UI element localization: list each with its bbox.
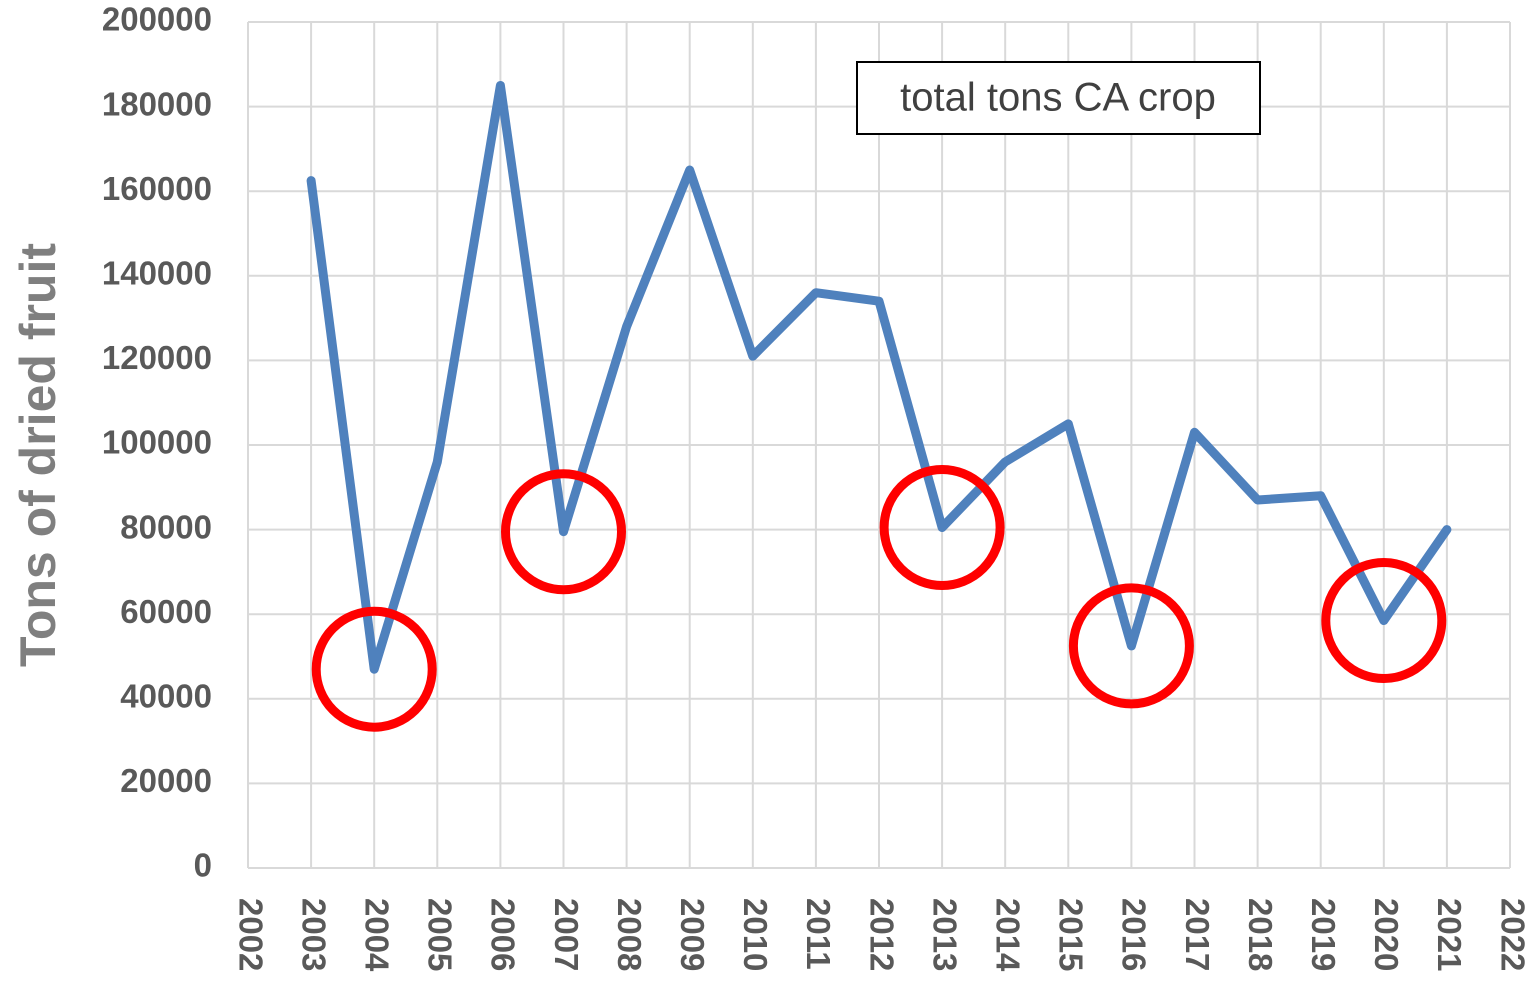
y-tick-label: 20000: [120, 762, 212, 799]
x-tick-label: 2012: [863, 898, 900, 971]
x-tick-label: 2009: [674, 898, 711, 971]
x-tick-label: 2020: [1368, 898, 1405, 971]
y-tick-label: 80000: [120, 508, 212, 545]
y-tick-label: 100000: [102, 424, 212, 461]
plot-area: 0 20000 40000 60000 80000 100000 120000 140000 1…: [102, 1, 1528, 972]
y-tick-label: 60000: [120, 593, 212, 630]
x-tick-label: 2011: [800, 898, 837, 970]
x-tick-label: 2004: [358, 898, 395, 972]
annotation: total tons CA crop: [900, 76, 1216, 120]
x-tick-label: 2005: [422, 898, 459, 971]
x-tick-label: 2002: [232, 898, 269, 971]
x-tick-label: 2014: [989, 898, 1026, 972]
y-tick-label: 40000: [120, 678, 212, 715]
data-line: [306, 80, 1452, 674]
x-tick-label: 2019: [1305, 898, 1342, 971]
y-axis-label: Tons of dried fruit: [10, 243, 66, 667]
highlight-circle: [311, 606, 437, 732]
annotation-box: [856, 61, 1261, 135]
x-tick-label: 2017: [1179, 898, 1216, 971]
y-tick-label: 120000: [102, 339, 212, 376]
x-tick-label: 2013: [926, 898, 963, 971]
y-tick-label: 180000: [102, 85, 212, 122]
highlight-circle: [1321, 558, 1447, 684]
y-tick-label: 200000: [102, 1, 212, 38]
x-tick-label: 2021: [1431, 898, 1468, 971]
highlight-circle: [1068, 583, 1194, 709]
x-tick-label: 2003: [295, 898, 332, 971]
highlight-circle: [501, 469, 626, 595]
x-tick-label: 2018: [1242, 898, 1279, 971]
x-tick-label: 2006: [485, 898, 522, 971]
y-tick-label: 140000: [102, 255, 212, 292]
x-tick-label: 2015: [1053, 898, 1090, 971]
y-tick-label: 160000: [102, 170, 212, 207]
x-tick-label: 2016: [1116, 898, 1153, 971]
x-tick-label: 2008: [611, 898, 648, 971]
x-tick-label: 2022: [1494, 898, 1528, 971]
x-tick-label: 2010: [737, 898, 774, 971]
y-tick-label: 0: [194, 847, 212, 884]
highlight-circle: [879, 464, 1005, 590]
x-tick-label: 2007: [548, 898, 585, 971]
